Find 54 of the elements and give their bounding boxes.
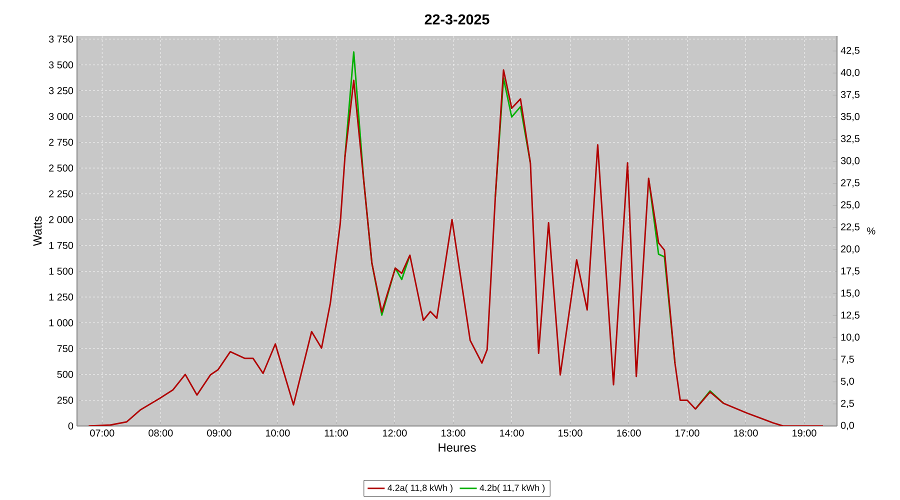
y-tick-label: 2 750 — [49, 138, 74, 146]
y-tick-label: 3 500 — [48, 61, 74, 68]
y2-tick-label: 22,5 — [841, 223, 860, 232]
y-tick-label: 1 750 — [49, 242, 74, 249]
y-tick-label: 2 250 — [49, 190, 74, 198]
x-tick-label: 13:00 — [442, 430, 466, 437]
x-axis-title: Heures — [438, 443, 476, 452]
y2-tick-label: 15,0 — [841, 290, 860, 298]
y-tick-label: 1 250 — [49, 294, 74, 301]
y-tick-label: 2 000 — [49, 216, 74, 224]
y-tick-label: 3 250 — [48, 87, 74, 94]
x-tick-label: 19:00 — [792, 430, 816, 437]
y-tick-label: 3 000 — [48, 112, 74, 120]
y-tick-label: 1 000 — [49, 319, 74, 326]
x-tick-label: 07:00 — [90, 430, 114, 437]
legend-label: 4.2a( 11,8 kWh ) — [388, 484, 452, 493]
y2-tick-label: 37,5 — [840, 91, 860, 100]
x-tick-label: 09:00 — [207, 430, 232, 437]
y2-tick-label: 27,5 — [841, 179, 860, 188]
legend-label: 4.2b( 11,7 kWh ) — [480, 484, 545, 493]
y2-tick-label: 0,0 — [840, 422, 854, 430]
y2-tick-label: 5,0 — [840, 378, 854, 386]
x-tick-label: 08:00 — [148, 430, 173, 437]
y-tick-label: 250 — [57, 396, 74, 404]
y2-tick-label: 7,5 — [841, 356, 854, 364]
y2-tick-label: 17,5 — [841, 268, 860, 276]
x-tick-label: 15:00 — [558, 430, 582, 437]
x-tick-label: 11:00 — [324, 430, 348, 437]
y-tick-label: 2 500 — [49, 164, 74, 172]
y-tick-label: 1 500 — [49, 268, 74, 275]
x-tick-label: 18:00 — [734, 430, 758, 437]
y2-tick-label: 35,0 — [840, 113, 860, 122]
x-tick-label: 17:00 — [676, 430, 700, 437]
y2-axis-title: % — [867, 228, 876, 234]
line-series — [88, 69, 824, 426]
y2-tick-label: 10,0 — [841, 334, 860, 342]
y-axis-title: Watts — [33, 216, 42, 246]
x-tick-label: 10:00 — [266, 430, 290, 437]
y2-tick-label: 30,0 — [840, 157, 860, 166]
y-tick-label: 0 — [68, 422, 74, 430]
y-tick-label: 750 — [57, 345, 74, 352]
y2-tick-label: 2,5 — [841, 400, 854, 408]
y2-tick-label: 25,0 — [841, 201, 860, 210]
y2-tick-label: 32,5 — [840, 135, 860, 144]
x-tick-label: 16:00 — [617, 430, 641, 437]
y2-tick-label: 40,0 — [840, 68, 860, 78]
y-tick-label: 500 — [57, 370, 74, 378]
x-tick-label: 14:00 — [500, 430, 524, 437]
y2-tick-label: 20,0 — [841, 245, 860, 254]
y2-tick-label: 12,5 — [841, 312, 860, 320]
y2-tick-label: 42,5 — [840, 46, 860, 56]
y-tick-label: 3 750 — [48, 36, 74, 43]
chart-title: 22-3-2025 — [424, 14, 490, 24]
x-tick-label: 12:00 — [382, 430, 407, 437]
